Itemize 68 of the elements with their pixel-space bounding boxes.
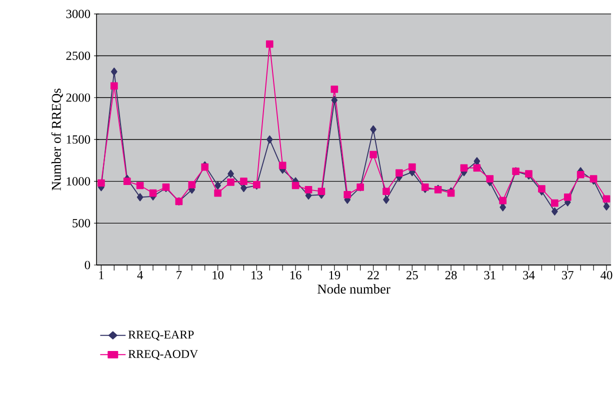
y-tick-label: 2500 [66,52,90,60]
point [552,207,558,216]
x-tick-label: 31 [484,270,496,280]
point [344,191,352,198]
point [188,180,196,188]
point [590,175,598,182]
point [370,125,376,134]
point [408,163,416,171]
point [383,196,390,204]
y-tick-label: 0 [84,260,90,270]
point [602,195,610,203]
x-axis-title: Node number [318,284,390,294]
point [98,179,105,187]
point [576,170,584,178]
point [499,196,507,204]
point [136,182,144,190]
y-tick-label: 3000 [66,10,90,18]
point [330,86,338,93]
y-tick-label: 1500 [66,135,90,144]
point [370,150,377,158]
x-tick-label: 25 [406,270,418,280]
point [603,202,610,210]
point [460,164,468,172]
x-tick-label: 19 [329,270,340,280]
x-tick-label: 16 [290,270,302,280]
point [551,199,558,207]
point [473,164,481,172]
point [474,157,480,166]
x-tick-label: 7 [176,270,182,280]
y-tick-label: 1000 [66,177,90,186]
point [123,178,131,185]
y-axis-title: Number of RREQs [51,88,63,190]
point [214,189,222,197]
x-tick-label: 40 [600,271,612,280]
point [266,40,274,48]
point [304,186,312,194]
point [564,194,572,201]
x-tick-label: 1 [99,271,104,280]
point [538,185,546,193]
point [149,189,157,197]
point [331,96,338,104]
point [214,181,221,190]
x-tick-label: 37 [562,270,574,280]
point [500,203,506,212]
y-tick-label: 2000 [66,93,90,102]
x-tick-label: 34 [523,270,535,280]
x-tick-label: 10 [212,271,224,280]
x-tick-label: 4 [137,270,143,280]
point [525,170,532,178]
legend-label: RREQ-EARP [128,330,194,340]
point [266,135,273,144]
point [110,82,118,90]
x-tick-label: 13 [252,270,262,280]
point [227,178,234,186]
point [136,193,144,202]
legend-label: RREQ-AODV [128,350,198,360]
x-tick-label: 22 [368,270,379,280]
point [486,175,494,182]
point [382,188,390,196]
point [292,182,300,190]
point [396,169,403,177]
x-tick-label: 28 [445,271,457,280]
y-tick-label: 500 [72,218,90,228]
point [240,178,248,185]
point [228,170,234,178]
point [110,68,118,76]
point [278,162,286,170]
point [318,188,326,196]
